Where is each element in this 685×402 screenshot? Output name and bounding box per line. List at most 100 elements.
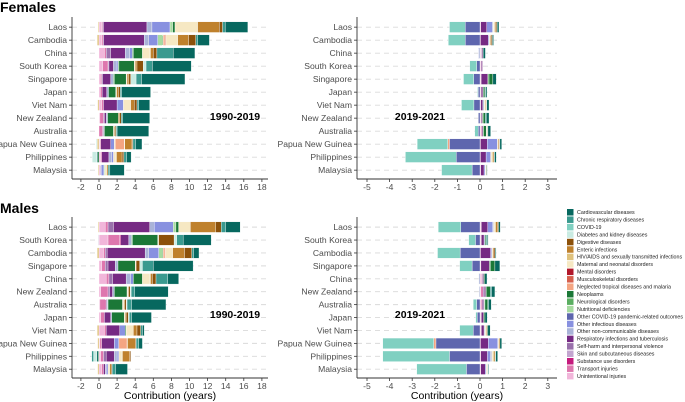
country-label: Papua New Guinea bbox=[0, 338, 67, 348]
segment-maternal-and-neonatal-disorders bbox=[142, 273, 150, 285]
segment-diabetes-and-kidney-diseases bbox=[173, 234, 178, 246]
segment-covid-19 bbox=[416, 138, 448, 150]
segment-transport-injuries bbox=[101, 34, 104, 46]
segment-cardiovascular-diseases bbox=[487, 363, 489, 375]
segment-other-non-communicable-diseases bbox=[144, 34, 149, 46]
panel-females-2019-2021: Laos Cambodia China South Korea Singapore Jap… bbox=[277, 17, 557, 192]
legend-swatch bbox=[567, 231, 574, 238]
segment-hiv-aids-and-sexually-transmitted-infections bbox=[97, 164, 100, 176]
segment-covid-19 bbox=[469, 60, 477, 72]
segment-digestive-diseases bbox=[124, 299, 127, 311]
segment-other-non-communicable-diseases bbox=[478, 273, 481, 285]
legend-label: Other COVID-19 pandemic-related outcomes bbox=[577, 314, 683, 320]
segment-unintentional-injuries bbox=[98, 86, 101, 98]
legend-swatch bbox=[567, 261, 574, 268]
x-tick-label: 8 bbox=[169, 381, 174, 391]
segment-transport-injuries bbox=[99, 337, 102, 349]
legend-label: Self-harm and interpersonal violence bbox=[577, 344, 663, 350]
legend-swatch bbox=[567, 209, 574, 216]
x-tick-label: 10 bbox=[185, 381, 195, 391]
segment-covid-19 bbox=[477, 86, 479, 98]
segment-chronic-respiratory-diseases bbox=[111, 363, 116, 375]
legend-label: Skin and subcutaneous diseases bbox=[577, 352, 655, 358]
legend-item-other-infectious-diseases: Other infectious diseases bbox=[567, 320, 637, 328]
country-label: Viet Nam bbox=[32, 100, 67, 110]
x-tick-label: 1 bbox=[500, 182, 505, 192]
segment-cardiovascular-diseases bbox=[134, 286, 169, 298]
segment-respiratory-infections-and-tuberculosis bbox=[101, 337, 115, 349]
segment-respiratory-infections-and-tuberculosis bbox=[112, 273, 127, 285]
segment-other-infectious-diseases bbox=[488, 337, 499, 349]
segment-unintentional-injuries bbox=[98, 312, 101, 324]
segment-enteric-infections bbox=[127, 337, 136, 349]
segment-self-harm-and-interpersonal-violence bbox=[108, 273, 113, 285]
segment-other-non-communicable-diseases bbox=[113, 60, 117, 72]
country-label: Cambodia bbox=[28, 248, 67, 258]
segment-neglected-tropical-diseases-and-malaria bbox=[163, 247, 166, 259]
segment-other-infectious-diseases bbox=[110, 138, 115, 150]
segment-transport-injuries bbox=[102, 60, 109, 72]
legend-item-neoplasms: Neoplasms bbox=[567, 290, 604, 298]
x-tick-label: 10 bbox=[185, 182, 195, 192]
segment-unintentional-injuries bbox=[98, 234, 109, 246]
segment-self-harm-and-interpersonal-violence bbox=[107, 221, 114, 233]
bar-new-zealand bbox=[98, 112, 150, 124]
bar-papua-new-guinea bbox=[96, 138, 143, 150]
segment-neoplasms bbox=[97, 151, 100, 163]
x-tick-label: 14 bbox=[221, 182, 231, 192]
country-label: Cambodia bbox=[313, 35, 352, 45]
segment-transport-injuries bbox=[101, 260, 106, 272]
segment-maternal-and-neonatal-disorders bbox=[125, 324, 134, 336]
bar-japan bbox=[98, 86, 151, 98]
legend-label: Mental disorders bbox=[577, 270, 617, 276]
bar-papua-new-guinea bbox=[416, 138, 502, 150]
country-label: Philippines bbox=[25, 351, 67, 361]
segment-respiratory-infections-and-tuberculosis bbox=[103, 99, 118, 111]
segment-respiratory-infections-and-tuberculosis bbox=[480, 138, 488, 150]
segment-maternal-and-neonatal-disorders bbox=[165, 247, 173, 259]
segment-neoplasms bbox=[107, 112, 119, 124]
segment-nutritional-deficiencies bbox=[169, 21, 173, 33]
x-tick-label: 8 bbox=[169, 182, 174, 192]
segment-other-covid-19-pandemic-related-outcomes bbox=[478, 125, 481, 137]
segment-respiratory-infections-and-tuberculosis bbox=[480, 99, 484, 111]
segment-respiratory-infections-and-tuberculosis bbox=[480, 86, 484, 98]
segment-cardiovascular-diseases bbox=[167, 273, 179, 285]
legend-item-self-harm-and-interpersonal-violence: Self-harm and interpersonal violence bbox=[567, 343, 663, 350]
segment-other-non-communicable-diseases bbox=[115, 260, 119, 272]
segment-digestive-diseases bbox=[152, 273, 157, 285]
segment-respiratory-infections-and-tuberculosis bbox=[120, 234, 130, 246]
segment-other-covid-19-pandemic-related-outcomes bbox=[473, 73, 481, 85]
segment-enteric-infections bbox=[126, 73, 130, 85]
segment-other-infectious-diseases bbox=[116, 60, 119, 72]
segment-cardiovascular-diseases bbox=[225, 21, 249, 33]
bar-laos bbox=[97, 221, 241, 233]
segment-cardiovascular-diseases bbox=[486, 99, 490, 111]
segment-chronic-respiratory-diseases bbox=[135, 73, 142, 85]
legend-swatch bbox=[567, 343, 574, 350]
bar-australia bbox=[98, 299, 167, 311]
segment-transport-injuries bbox=[105, 221, 109, 233]
country-label: Japan bbox=[44, 87, 68, 97]
segment-self-harm-and-interpersonal-violence bbox=[106, 47, 111, 59]
segment-cardiovascular-diseases bbox=[116, 125, 149, 137]
legend-label: Digestive diseases bbox=[577, 240, 622, 246]
segment-chronic-respiratory-diseases bbox=[156, 47, 174, 59]
bar-new-zealand bbox=[478, 286, 496, 298]
bar-cambodia bbox=[448, 34, 494, 46]
segment-cardiovascular-diseases bbox=[141, 73, 186, 85]
x-tick-label: 1 bbox=[500, 381, 505, 391]
segment-covid-19 bbox=[461, 99, 475, 111]
segment-digestive-diseases bbox=[119, 112, 122, 124]
segment-other-non-communicable-diseases bbox=[112, 286, 115, 298]
bar-papua-new-guinea bbox=[382, 337, 502, 349]
segment-unintentional-injuries bbox=[98, 363, 102, 375]
legend-item-maternal-and-neonatal-disorders: Maternal and neonatal disorders bbox=[567, 261, 653, 268]
segment-neoplasms bbox=[483, 86, 486, 98]
country-label: Australia bbox=[319, 300, 353, 310]
segment-covid-19 bbox=[449, 21, 466, 33]
segment-maternal-and-neonatal-disorders bbox=[113, 151, 116, 163]
segment-respiratory-infections-and-tuberculosis bbox=[109, 286, 113, 298]
legend-label: HIV/AIDS and sexually transmitted infect… bbox=[577, 255, 682, 261]
x-tick-label: -4 bbox=[386, 381, 394, 391]
